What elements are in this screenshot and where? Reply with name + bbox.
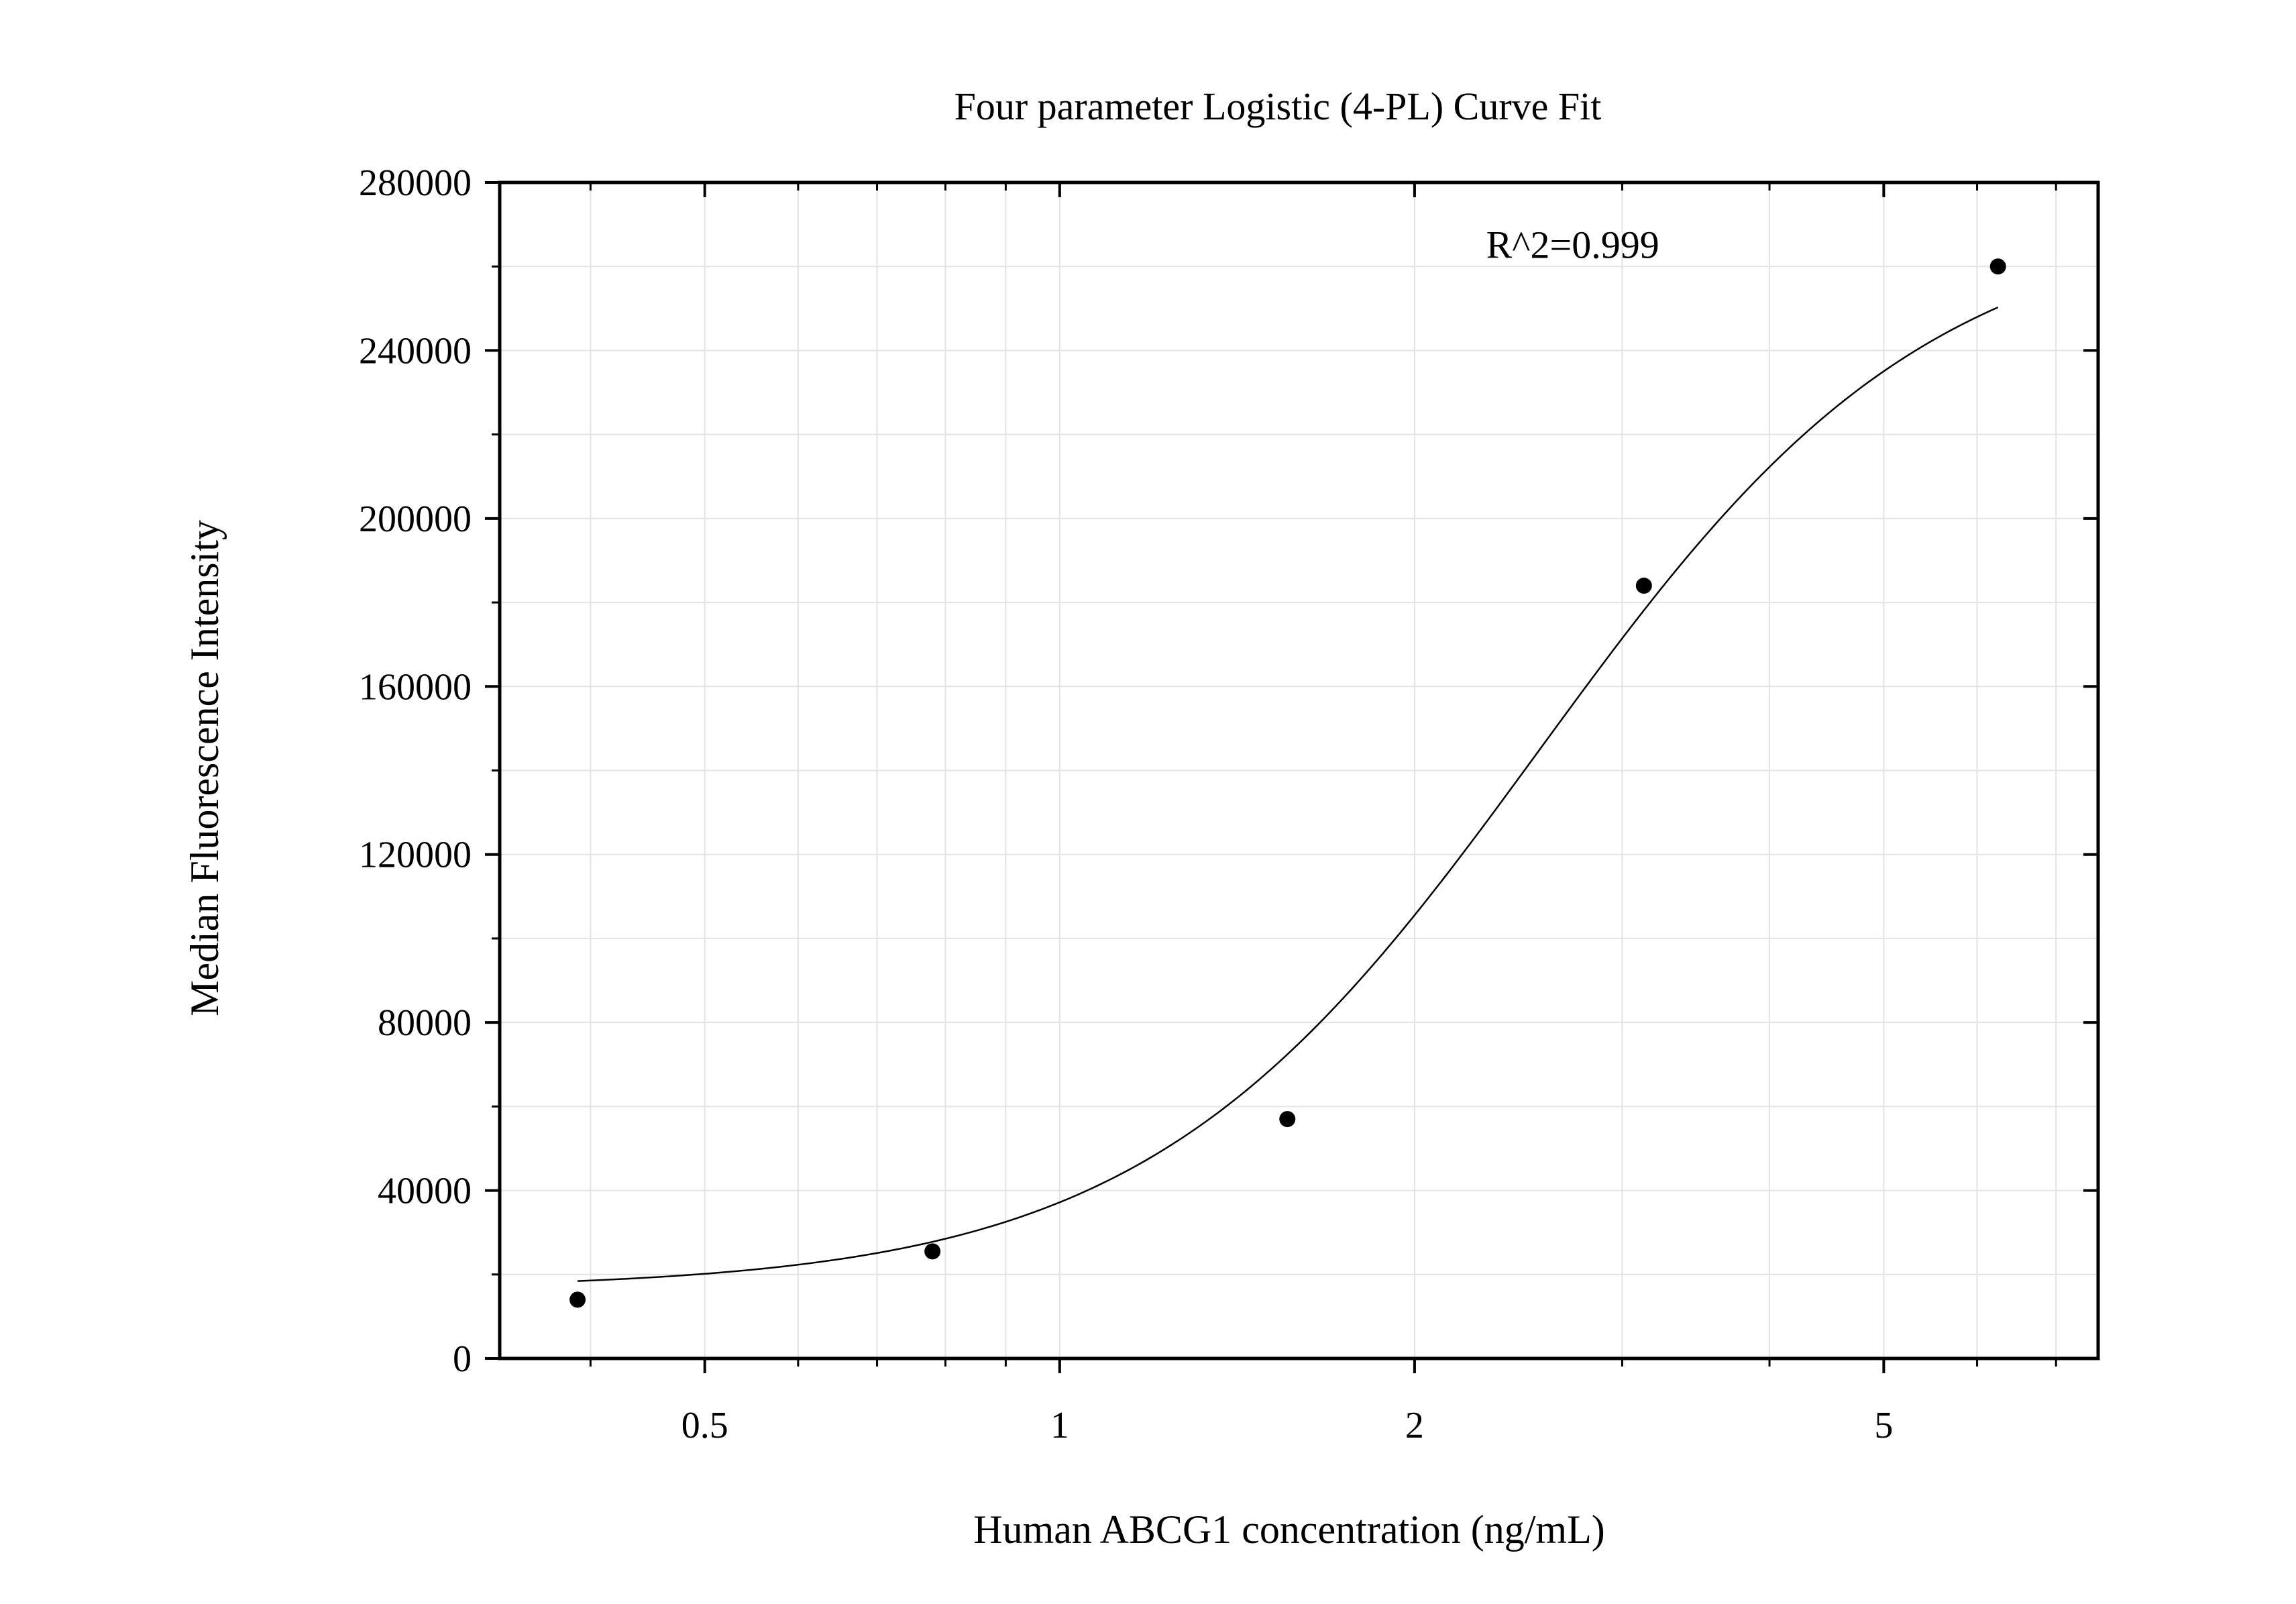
data-point [1989,258,2006,275]
chart-title: Four parameter Logistic (4-PL) Curve Fit [954,85,1602,128]
x-tick-label: 0.5 [681,1405,728,1446]
y-tick-label: 80000 [378,1002,472,1044]
x-tick-label: 1 [1050,1405,1069,1446]
y-tick-label: 40000 [378,1171,472,1212]
data-point [569,1291,586,1308]
x-axis-label: Human ABCG1 concentration (ng/mL) [973,1507,1604,1552]
fit-curve-layer [577,306,1999,1282]
x-tick-label: 5 [1874,1405,1893,1446]
r-squared-annotation: R^2=0.999 [1486,223,1659,267]
axis-ticks [485,181,2098,1373]
data-point [1635,578,1652,594]
data-points [569,258,2006,1308]
y-tick-label: 120000 [359,835,472,876]
y-axis-label: Median Fluorescence Intensity [182,520,227,1016]
y-tick-label: 160000 [359,666,472,708]
y-tick-label: 0 [453,1338,472,1380]
data-point [924,1243,941,1260]
fit-curve [577,306,1999,1282]
data-point [1279,1111,1296,1128]
x-tick-label: 2 [1405,1405,1424,1446]
y-tick-label: 240000 [359,330,472,372]
y-tick-label: 200000 [359,498,472,540]
tick-labels: 0 40000 80000 120000 160000 200000 240000 28000… [359,162,1893,1446]
grid [500,182,2098,1359]
y-tick-label: 280000 [359,162,472,204]
